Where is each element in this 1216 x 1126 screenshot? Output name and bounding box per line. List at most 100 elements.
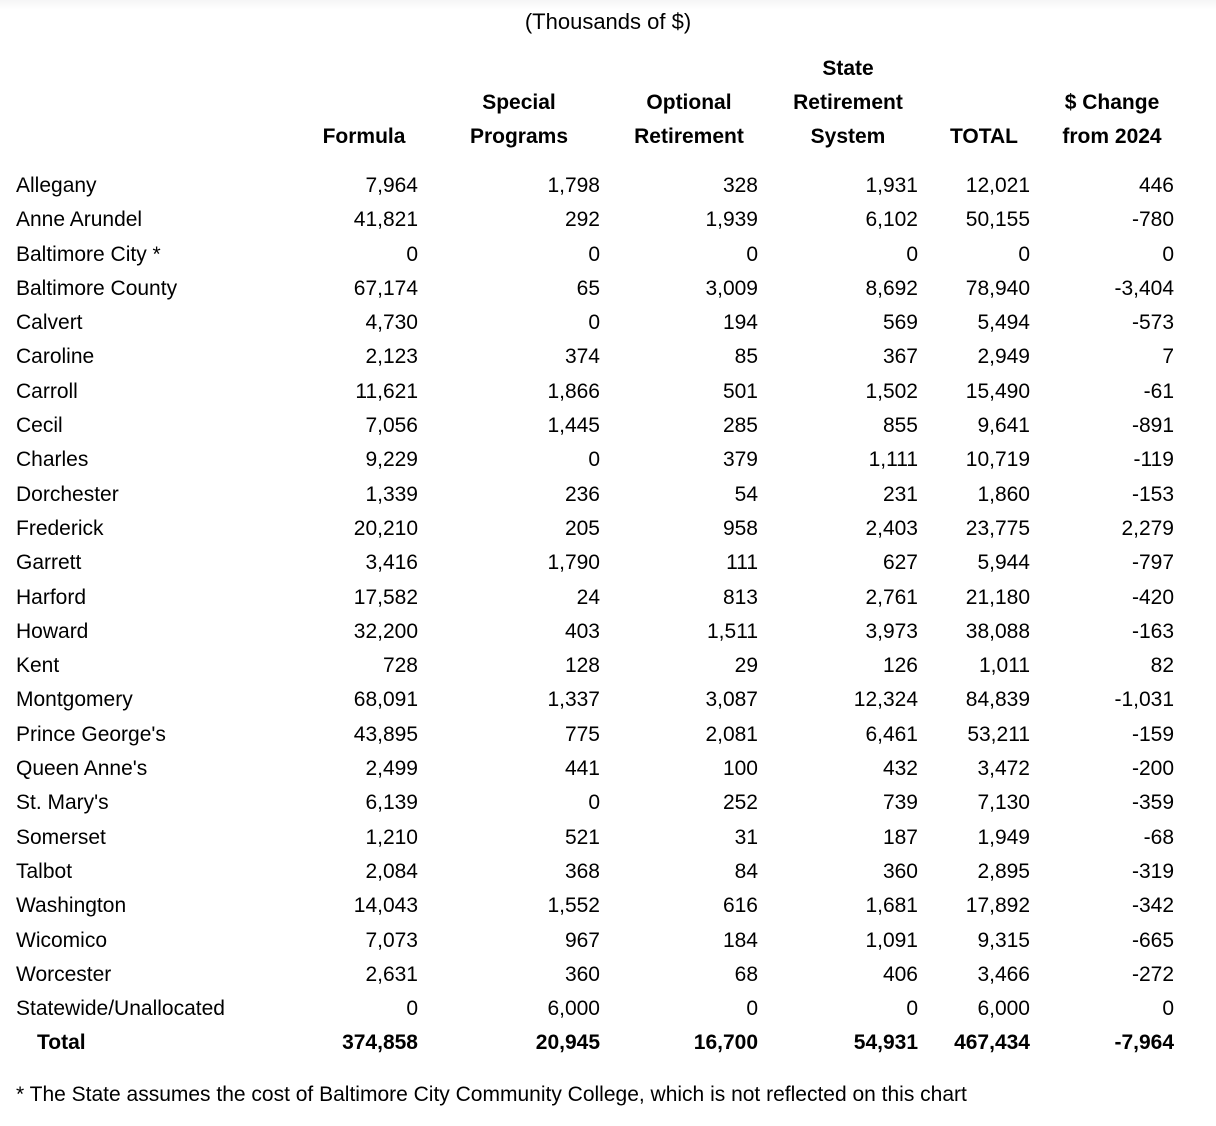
change-from-2024-value: -61 — [1143, 379, 1174, 403]
special-programs-value: 1,790 — [547, 551, 600, 575]
state-retirement-system-value: 1,931 — [865, 174, 918, 197]
formula-value: 32,200 — [353, 619, 418, 643]
optional-retirement-value: 194 — [722, 311, 758, 335]
change-from-2024-value: 0 — [1162, 242, 1174, 266]
special-programs-value: 403 — [564, 619, 600, 643]
table-row: Somerset 1,210 521 31 187 1,949 -68 — [0, 821, 1184, 855]
county-name: Washington — [16, 894, 127, 918]
county-name: Cecil — [16, 414, 63, 438]
change-from-2024-value: -272 — [1131, 962, 1174, 986]
table-row: Statewide/Unallocated 0 6,000 0 0 6,000 0 — [0, 992, 1184, 1026]
table-row: Washington 14,043 1,552 616 1,681 17,892 -342 — [0, 889, 1184, 923]
change-from-2024-value: -342 — [1131, 894, 1174, 918]
total-formula: 374,858 — [342, 1031, 418, 1055]
optional-retirement-value: 68 — [734, 962, 758, 986]
county-name: Worcester — [16, 962, 112, 986]
county-name: Calvert — [16, 311, 83, 335]
table-row: Wicomico 7,073 967 184 1,091 9,315 -665 — [0, 924, 1184, 958]
optional-retirement-value: 0 — [746, 242, 758, 266]
optional-retirement-value: 85 — [734, 345, 758, 369]
footnote: * The State assumes the cost of Baltimor… — [16, 1082, 967, 1106]
optional-retirement-value: 111 — [726, 551, 758, 575]
county-name: Carroll — [16, 379, 78, 403]
formula-value: 7,056 — [365, 414, 418, 438]
table-row: Carroll 11,621 1,866 501 1,502 15,490 -61 — [0, 375, 1184, 409]
formula-value: 728 — [382, 654, 418, 678]
table-row: Montgomery 68,091 1,337 3,087 12,324 84,839 -1… — [0, 683, 1184, 717]
county-name: Allegany — [16, 174, 97, 197]
special-programs-value: 521 — [564, 825, 600, 849]
formula-value: 67,174 — [353, 276, 418, 300]
total-value: 6,000 — [977, 997, 1030, 1021]
special-programs-value: 292 — [564, 208, 600, 232]
state-retirement-system-value: 6,461 — [865, 722, 918, 746]
special-programs-value: 24 — [576, 585, 600, 609]
total-value: 15,490 — [965, 379, 1030, 403]
special-programs-value: 1,866 — [547, 379, 600, 403]
special-programs-value: 6,000 — [547, 997, 600, 1021]
county-name: Queen Anne's — [16, 757, 148, 781]
table-row: Queen Anne's 2,499 441 100 432 3,472 -200 — [0, 752, 1184, 786]
optional-retirement-value: 184 — [722, 928, 758, 952]
total-optional-retirement: 16,700 — [693, 1031, 758, 1055]
change-from-2024-value: -797 — [1131, 551, 1174, 575]
table-body: Allegany 7,964 1,798 328 1,931 12,021 446 Anne … — [0, 169, 1184, 1026]
total-value: 10,719 — [965, 448, 1030, 472]
county-name: Dorchester — [16, 482, 119, 506]
column-header-change-from-2024: $ Change from 2024 — [1062, 91, 1162, 148]
column-header-special-programs: Special Programs — [469, 91, 569, 148]
change-from-2024-value: -319 — [1131, 859, 1174, 883]
optional-retirement-value: 379 — [722, 448, 758, 472]
special-programs-value: 0 — [588, 448, 600, 472]
change-from-2024-value: -891 — [1131, 414, 1174, 438]
state-retirement-system-value: 0 — [906, 242, 918, 266]
formula-value: 1,339 — [365, 482, 418, 506]
state-retirement-system-value: 8,692 — [865, 276, 918, 300]
total-special-programs: 20,945 — [535, 1031, 600, 1055]
total-value: 9,315 — [977, 928, 1030, 952]
optional-retirement-value: 958 — [722, 516, 758, 540]
county-name: Somerset — [16, 825, 106, 849]
optional-retirement-value: 1,511 — [707, 619, 758, 643]
column-header-state-retirement-system: State Retirement System — [793, 57, 903, 148]
state-retirement-system-value: 0 — [906, 997, 918, 1021]
county-name: Caroline — [16, 345, 95, 369]
state-retirement-system-value: 432 — [882, 757, 918, 781]
optional-retirement-value: 616 — [722, 894, 758, 918]
table-row: Allegany 7,964 1,798 328 1,931 12,021 446 — [0, 169, 1184, 203]
change-from-2024-value: 7 — [1162, 345, 1174, 369]
optional-retirement-value: 2,081 — [705, 722, 758, 746]
special-programs-value: 441 — [564, 757, 600, 781]
county-name: Baltimore City * — [16, 242, 161, 266]
special-programs-value: 1,445 — [547, 414, 600, 438]
table-row: Anne Arundel 41,821 292 1,939 6,102 50,155 -78… — [0, 203, 1184, 237]
total-value: 3,466 — [977, 962, 1030, 986]
formula-value: 9,229 — [365, 448, 418, 472]
total-value: 12,021 — [965, 174, 1030, 197]
special-programs-value: 0 — [588, 242, 600, 266]
total-value: 78,940 — [965, 276, 1030, 300]
state-retirement-system-value: 360 — [882, 859, 918, 883]
change-from-2024-value: -359 — [1131, 791, 1174, 815]
change-from-2024-value: -1,031 — [1114, 688, 1174, 712]
total-value: 50,155 — [965, 208, 1030, 232]
change-from-2024-value: -200 — [1131, 757, 1174, 781]
formula-value: 14,043 — [353, 894, 418, 918]
column-header-total: TOTAL — [949, 125, 1019, 148]
change-from-2024-value: 82 — [1150, 654, 1174, 678]
special-programs-value: 967 — [564, 928, 600, 952]
formula-value: 41,821 — [353, 208, 418, 232]
state-retirement-system-value: 2,403 — [865, 516, 918, 540]
county-name: Frederick — [16, 516, 104, 540]
change-from-2024-value: -420 — [1131, 585, 1174, 609]
special-programs-value: 1,552 — [547, 894, 600, 918]
formula-value: 7,073 — [365, 928, 418, 952]
state-retirement-system-value: 6,102 — [865, 208, 918, 232]
table-row: Cecil 7,056 1,445 285 855 9,641 -891 — [0, 409, 1184, 443]
total-value: 1,860 — [977, 482, 1030, 506]
total-change-from-2024: -7,964 — [1114, 1031, 1174, 1055]
table-row: St. Mary's 6,139 0 252 739 7,130 -359 — [0, 786, 1184, 820]
total-value: 5,944 — [977, 551, 1030, 575]
change-from-2024-value: -119 — [1133, 448, 1174, 472]
table-row: Howard 32,200 403 1,511 3,973 38,088 -163 — [0, 615, 1184, 649]
